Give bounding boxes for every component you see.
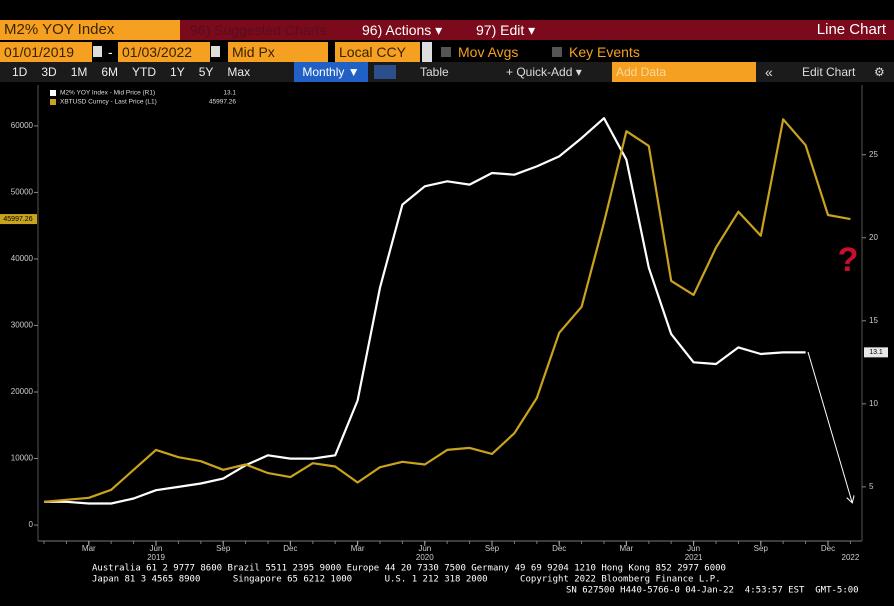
footer-line: Japan 81 3 4565 8900 Singapore 65 6212 1…: [92, 575, 721, 585]
y2-tick-label: 5: [869, 482, 874, 491]
key-events[interactable]: Key Events: [569, 44, 640, 60]
period-button[interactable]: 5Y: [198, 65, 214, 79]
y2-tick-label: 20: [869, 233, 878, 242]
period-button[interactable]: 1M: [70, 65, 88, 79]
x-tick-label: Mar: [620, 544, 634, 553]
series-line: [43, 118, 851, 503]
period-buttons: 1D 3D 1M 6M YTD 1Y 5Y Max: [12, 62, 264, 82]
currency-field[interactable]: Local CCY: [335, 42, 420, 62]
x-tick-label: Jun: [418, 544, 431, 553]
start-date[interactable]: 01/01/2019: [0, 42, 92, 62]
legend-label: M2% YOY Index - Mid Price (R1): [60, 90, 155, 97]
x-tick-label: Sep: [216, 544, 231, 553]
mov-avgs[interactable]: Mov Avgs: [458, 44, 519, 60]
actions-menu[interactable]: 96) Actions ▾: [362, 22, 443, 38]
legend-value: 45997.26: [209, 99, 236, 106]
period-button[interactable]: Max: [227, 65, 251, 79]
x-year-label: 2021: [685, 553, 703, 562]
checkbox[interactable]: [552, 47, 562, 57]
calendar-icon[interactable]: [93, 46, 102, 57]
last-value-label: 13.1: [869, 349, 883, 356]
last-value-box: [0, 214, 37, 225]
y-tick-label: 0: [29, 520, 34, 529]
y-tick-label: 40000: [11, 254, 34, 263]
period-bar: 1D 3D 1M 6M YTD 1Y 5Y Max Monthly ▼ Table + Qui…: [0, 62, 894, 82]
table-button[interactable]: Table: [420, 65, 449, 79]
series-line: [44, 117, 806, 505]
y-tick-label: 20000: [11, 387, 34, 396]
y-tick-label: 10000: [11, 454, 34, 463]
legend-label: XBTUSD Curncy - Last Price (L1): [60, 99, 157, 106]
y2-tick-label: 10: [869, 399, 878, 408]
x-tick-label: Jun: [150, 544, 163, 553]
x-tick-label: Dec: [821, 544, 835, 553]
x-year-label: 2019: [147, 553, 165, 562]
last-value-box: [864, 347, 888, 358]
period-button[interactable]: 3D: [41, 65, 57, 79]
period-button[interactable]: 1D: [12, 65, 28, 79]
title-bar: M2% YOY Index 96) Suggested Charts 96) A…: [0, 20, 894, 40]
settings-gear[interactable]: ⚙: [874, 65, 885, 79]
period-button[interactable]: YTD: [132, 65, 157, 79]
projection-arrow: [807, 351, 852, 502]
chart-type: Line Chart: [816, 21, 886, 38]
x-tick-label: Jun: [687, 544, 700, 553]
x-tick-label: Dec: [552, 544, 566, 553]
calendar-icon[interactable]: [211, 46, 220, 57]
legend-value: 13.1: [223, 90, 236, 97]
legend-swatch: [50, 90, 56, 96]
x-tick-label: Sep: [485, 544, 500, 553]
y2-tick-label: 15: [869, 316, 878, 325]
collapse[interactable]: «: [765, 64, 773, 80]
footer-line: SN 627500 H440-5766-0 04-Jan-22 4:53:57 …: [566, 586, 859, 596]
y2-tick-label: 25: [869, 150, 878, 159]
x-tick-label: Sep: [754, 544, 769, 553]
y-tick-label: 30000: [11, 321, 34, 330]
y-tick-label: 50000: [11, 188, 34, 197]
settings-bar: 01/01/2019 - 01/03/2022 Mid Px Local CCY…: [0, 42, 894, 62]
last-value-label: 45997.26: [3, 216, 32, 223]
x-tick-label: Mar: [82, 544, 96, 553]
y-tick-label: 60000: [11, 121, 34, 130]
security-field[interactable]: M2% YOY Index: [0, 20, 180, 40]
footer-line: Australia 61 2 9777 8600 Brazil 5511 239…: [92, 564, 726, 574]
checkbox[interactable]: [441, 47, 451, 57]
line-style-icon[interactable]: [374, 65, 396, 79]
suggested-charts[interactable]: 96) Suggested Charts: [190, 22, 327, 38]
frequency[interactable]: Monthly ▼: [294, 62, 368, 82]
currency-dropdown[interactable]: [422, 42, 432, 62]
x-tick-label: Dec: [283, 544, 297, 553]
period-button[interactable]: 1Y: [170, 65, 185, 79]
edit-chart[interactable]: Edit Chart: [802, 65, 856, 79]
x-year-label: 2020: [416, 553, 434, 562]
date-dash: -: [108, 44, 113, 60]
add-data[interactable]: Add Data: [612, 62, 756, 82]
annotation: ?: [838, 241, 859, 279]
end-date[interactable]: 01/03/2022: [118, 42, 210, 62]
legend-swatch: [50, 99, 56, 105]
edit-menu[interactable]: 97) Edit ▾: [476, 22, 536, 38]
period-button[interactable]: 6M: [101, 65, 119, 79]
price-field[interactable]: Mid Px: [228, 42, 328, 62]
x-year-label: 2022: [842, 553, 860, 562]
x-tick-label: Mar: [351, 544, 365, 553]
quick-add[interactable]: + Quick-Add ▾: [506, 65, 582, 79]
